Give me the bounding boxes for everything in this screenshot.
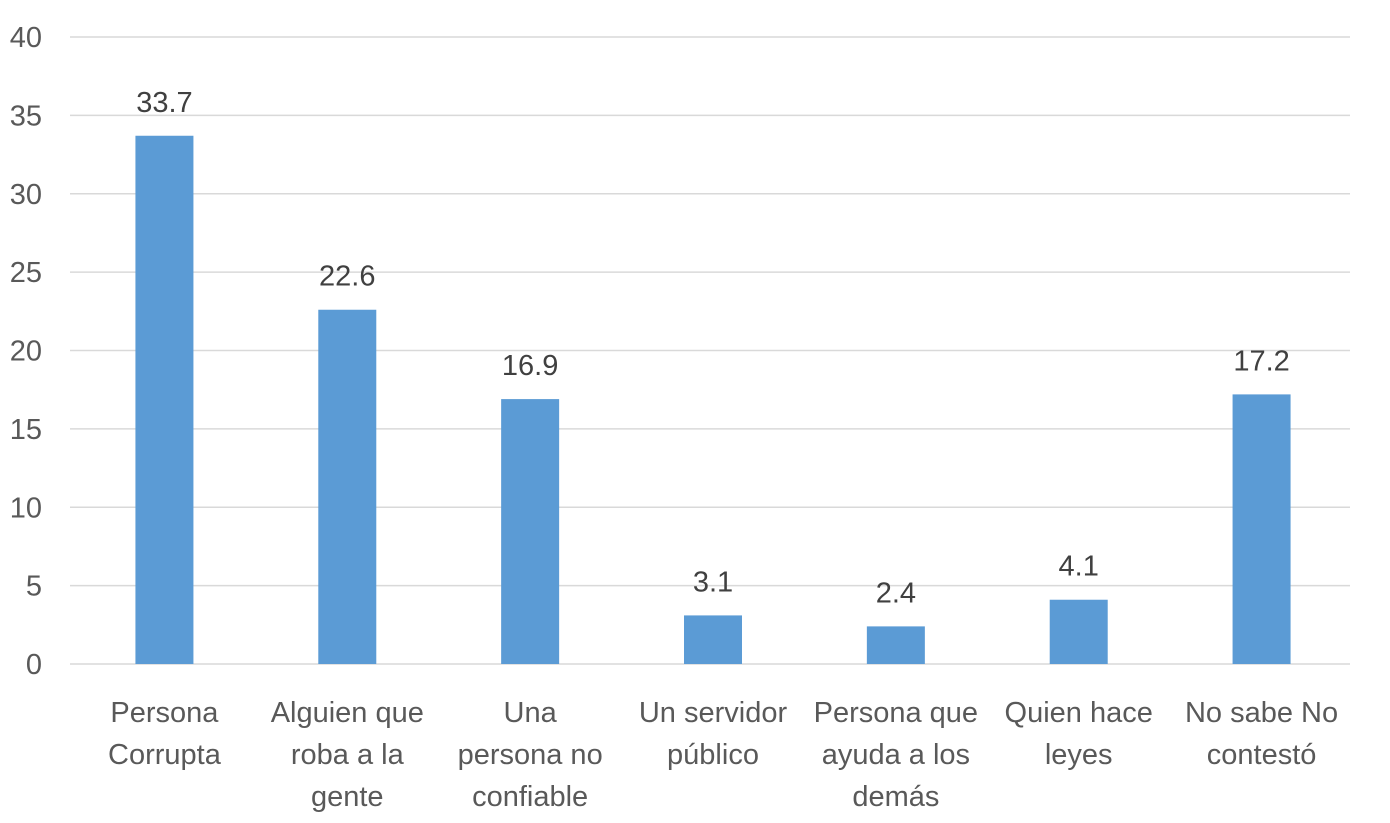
bar-1 bbox=[318, 309, 377, 664]
category-label-2-line-2: confiable bbox=[472, 781, 588, 813]
bar-3 bbox=[684, 615, 742, 664]
gridlines bbox=[70, 36, 1350, 665]
data-label-5: 4.1 bbox=[1059, 551, 1099, 583]
y-tick-label-10: 10 bbox=[10, 492, 42, 524]
bars bbox=[135, 135, 1291, 664]
y-tick-label-30: 30 bbox=[10, 179, 42, 211]
category-label-5-line-1: leyes bbox=[1045, 739, 1113, 771]
y-tick-label-40: 40 bbox=[10, 22, 42, 54]
category-label-3-line-1: público bbox=[667, 739, 759, 771]
bar-6 bbox=[1232, 394, 1291, 664]
category-label-0-line-1: Corrupta bbox=[108, 739, 222, 771]
y-axis-tick-labels: 0 5 10 15 20 25 30 35 40 bbox=[10, 22, 42, 681]
category-label-4-line-0: Persona que bbox=[814, 697, 978, 729]
category-label-6: No sabe No contestó bbox=[1185, 697, 1338, 771]
category-label-2: Una persona no confiable bbox=[458, 697, 603, 813]
x-axis-tick-labels: Persona Corrupta Alguien que roba a la gente… bbox=[108, 697, 1338, 813]
category-label-2-line-1: persona no bbox=[458, 739, 603, 771]
category-label-1: Alguien que roba a la gente bbox=[271, 697, 424, 813]
category-label-5: Quien hace leyes bbox=[1005, 697, 1153, 771]
category-label-0-line-0: Persona bbox=[110, 697, 219, 729]
y-tick-label-5: 5 bbox=[26, 571, 42, 603]
category-label-4: Persona que ayuda a los demás bbox=[814, 697, 978, 813]
category-label-0: Persona Corrupta bbox=[108, 697, 222, 771]
data-label-4: 2.4 bbox=[876, 577, 916, 609]
category-label-4-line-2: demás bbox=[852, 781, 939, 813]
y-tick-label-25: 25 bbox=[10, 257, 42, 289]
category-label-1-line-1: roba a la bbox=[291, 739, 405, 771]
data-label-6: 17.2 bbox=[1233, 345, 1289, 377]
category-label-4-line-1: ayuda a los bbox=[822, 739, 970, 771]
category-label-2-line-0: Una bbox=[504, 697, 558, 729]
y-tick-label-15: 15 bbox=[10, 414, 42, 446]
bar-5 bbox=[1049, 599, 1108, 664]
category-label-1-line-2: gente bbox=[311, 781, 384, 813]
y-tick-label-35: 35 bbox=[10, 100, 42, 132]
bar-2 bbox=[501, 399, 560, 664]
bar-4 bbox=[866, 626, 925, 664]
data-label-0: 33.7 bbox=[136, 87, 192, 119]
y-tick-label-20: 20 bbox=[10, 336, 42, 368]
category-label-5-line-0: Quien hace bbox=[1005, 697, 1153, 729]
category-label-3: Un servidor público bbox=[639, 697, 788, 771]
category-label-6-line-0: No sabe No bbox=[1185, 697, 1338, 729]
data-label-2: 16.9 bbox=[502, 350, 558, 382]
data-label-3: 3.1 bbox=[693, 566, 733, 598]
y-tick-label-0: 0 bbox=[26, 649, 42, 681]
category-label-3-line-0: Un servidor bbox=[639, 697, 788, 729]
data-labels: 33.7 22.6 16.9 3.1 2.4 4.1 17.2 bbox=[136, 87, 1290, 610]
category-label-6-line-1: contestó bbox=[1207, 739, 1317, 771]
category-label-1-line-0: Alguien que bbox=[271, 697, 424, 729]
data-label-1: 22.6 bbox=[319, 261, 375, 293]
bar-0 bbox=[135, 135, 194, 664]
